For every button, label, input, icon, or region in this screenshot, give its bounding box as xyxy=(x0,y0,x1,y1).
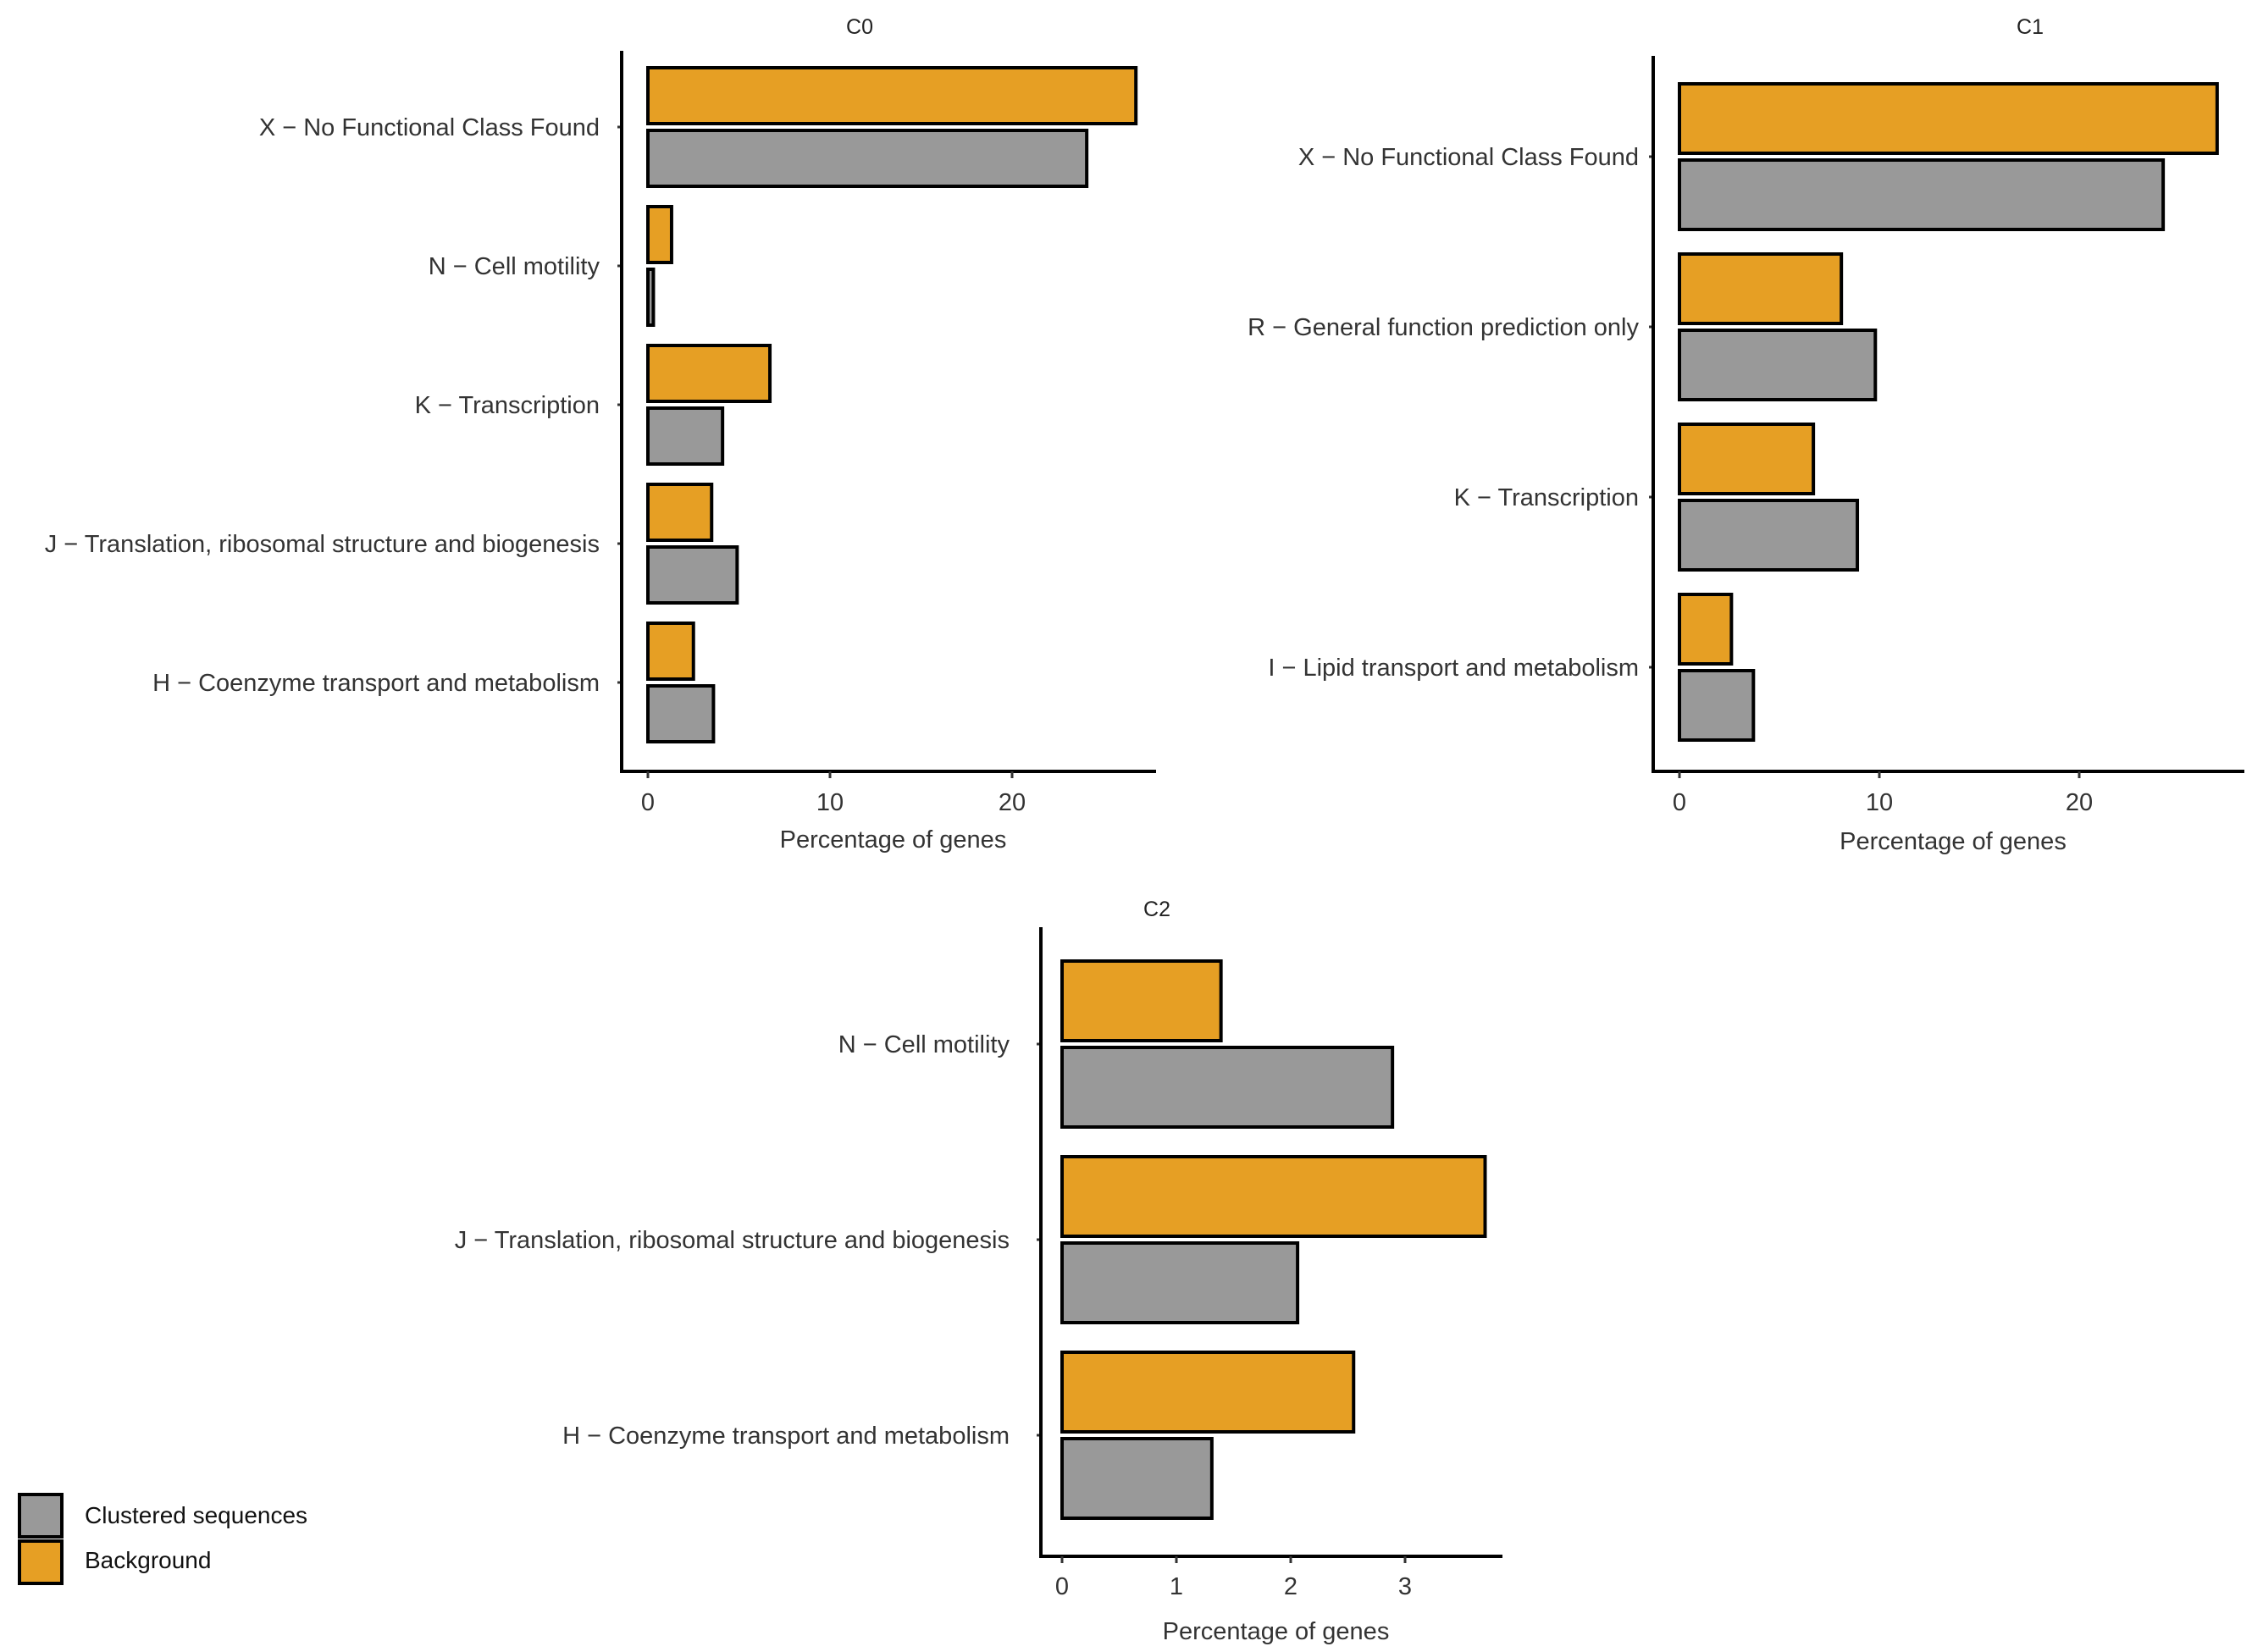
category-label: I − Lipid transport and metabolism xyxy=(1268,655,1639,682)
chart-title: C0 xyxy=(846,15,873,39)
bar-background xyxy=(646,344,772,403)
chart-title: C2 xyxy=(1143,898,1170,921)
legend-key-clustered xyxy=(18,1493,64,1539)
bar-background xyxy=(1678,82,2219,155)
chart-title: C1 xyxy=(2017,15,2044,39)
category-label: X − No Functional Class Found xyxy=(1298,144,1639,171)
x-tick-label: 10 xyxy=(816,789,844,816)
x-tick-label: 0 xyxy=(641,789,655,816)
x-tick-label: 10 xyxy=(1866,789,1893,816)
x-tick-label: 1 xyxy=(1170,1573,1183,1600)
category-label: K − Transcription xyxy=(1454,484,1639,511)
x-tick-label: 3 xyxy=(1398,1573,1412,1600)
category-label: N − Cell motility xyxy=(838,1031,1010,1058)
legend-label-background: Background xyxy=(85,1547,211,1573)
bar-clustered xyxy=(1060,1046,1395,1129)
panel-c1: C1 X − No Functional Class Found R − Gener… xyxy=(1248,15,2244,855)
bar-background xyxy=(646,483,714,542)
panel-c2: C2 N − Cell motility J − Translation, ribo… xyxy=(455,898,1502,1645)
category-label: H − Coenzyme transport and metabolism xyxy=(152,670,600,697)
bar-background xyxy=(1060,1155,1487,1238)
bar-background xyxy=(1060,1351,1356,1434)
x-tick-label: 0 xyxy=(1673,789,1686,816)
bar-background xyxy=(646,205,673,264)
bar-clustered xyxy=(646,545,739,605)
legend-key-background xyxy=(18,1539,64,1585)
legend-label-clustered: Clustered sequences xyxy=(85,1502,307,1528)
bar-background xyxy=(1678,423,1816,495)
x-tick-label: 2 xyxy=(1284,1573,1297,1600)
category-label: K − Transcription xyxy=(415,392,600,419)
bar-background xyxy=(1060,959,1223,1042)
bar-clustered xyxy=(646,129,1089,188)
bar-background xyxy=(1678,252,1844,325)
bar-clustered xyxy=(1678,669,1756,742)
x-tick-label: 20 xyxy=(2066,789,2093,816)
x-axis-label: Percentage of genes xyxy=(780,826,1007,854)
x-axis-label: Percentage of genes xyxy=(1840,828,2067,855)
x-tick-label: 20 xyxy=(999,789,1026,816)
bar-clustered xyxy=(646,684,716,743)
category-label: H − Coenzyme transport and metabolism xyxy=(562,1423,1010,1450)
bar-clustered xyxy=(1678,329,1878,401)
bar-clustered xyxy=(646,268,656,327)
category-label: X − No Functional Class Found xyxy=(259,114,600,141)
bar-clustered xyxy=(646,406,725,466)
bar-clustered xyxy=(1678,158,2166,231)
panel-c0: C0 X − No Functional Class Found N − Cell … xyxy=(45,15,1156,854)
x-axis-label: Percentage of genes xyxy=(1163,1618,1390,1645)
legend: Clustered sequences Background xyxy=(18,1493,307,1585)
bar-clustered xyxy=(1060,1437,1214,1520)
bar-background xyxy=(1678,593,1734,666)
bar-background xyxy=(646,622,695,681)
x-tick-label: 0 xyxy=(1055,1573,1069,1600)
bar-clustered xyxy=(1060,1241,1300,1324)
category-label: N − Cell motility xyxy=(429,253,600,280)
bar-clustered xyxy=(1678,499,1860,572)
category-label: J − Translation, ribosomal structure and… xyxy=(45,531,600,558)
category-label: J − Translation, ribosomal structure and… xyxy=(455,1227,1010,1254)
category-label: R − General function prediction only xyxy=(1248,314,1639,341)
bar-background xyxy=(646,66,1138,125)
